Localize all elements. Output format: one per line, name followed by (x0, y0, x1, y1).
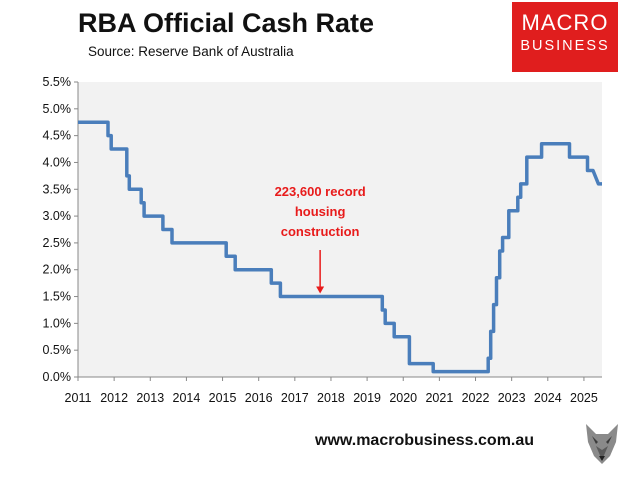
x-tick-label: 2023 (498, 391, 526, 405)
y-tick-label: 4.5% (43, 129, 72, 143)
y-tick-label: 3.5% (43, 182, 72, 196)
logo-line-business: BUSINESS (520, 38, 610, 54)
y-tick-label: 2.5% (43, 236, 72, 250)
wolf-logo-icon (582, 420, 622, 466)
annotation: 223,600 record housing construction (275, 184, 366, 294)
y-tick-label: 1.5% (43, 290, 72, 304)
annotation-text: 223,600 record (275, 184, 366, 199)
x-tick-label: 2018 (317, 391, 345, 405)
x-tick-label: 2011 (65, 391, 92, 405)
cash-rate-line (78, 120, 602, 374)
y-tick-label: 0.0% (43, 370, 72, 384)
y-tick-label: 5.5% (43, 75, 72, 89)
chart-title: RBA Official Cash Rate (78, 8, 375, 38)
x-tick-label: 2014 (173, 391, 201, 405)
y-tick-label: 3.0% (43, 209, 72, 223)
macro-business-logo: MACRO BUSINESS (512, 2, 618, 72)
y-tick-label: 5.0% (43, 102, 72, 116)
y-tick-label: 0.5% (43, 343, 72, 357)
x-tick-label: 2016 (245, 391, 273, 405)
x-tick-label: 2025 (570, 391, 598, 405)
logo-line-macro: MACRO (521, 10, 609, 35)
x-tick-label: 2019 (353, 391, 381, 405)
annotation-text: housing (295, 204, 346, 219)
annotation-text: construction (281, 224, 360, 239)
x-tick-label: 2021 (425, 391, 453, 405)
footer-url: www.macrobusiness.com.au (315, 432, 535, 449)
annotation-arrow-head (316, 286, 325, 294)
x-tick-label: 2020 (389, 391, 417, 405)
chart-source: Source: Reserve Bank of Australia (88, 44, 294, 59)
x-tick-label: 2022 (462, 391, 490, 405)
y-axis: 0.0% 0.5% 1.0% 1.5% 2.0% 2.5% 3.0% 3.5% 4.0% 4.5%… (43, 75, 78, 384)
y-tick-label: 4.0% (43, 155, 72, 169)
y-tick-label: 2.0% (43, 263, 72, 277)
x-tick-label: 2015 (209, 391, 237, 405)
x-tick-label: 2017 (281, 391, 309, 405)
y-tick-label: 1.0% (43, 316, 72, 330)
x-tick-label: 2013 (136, 391, 164, 405)
x-tick-label: 2024 (534, 391, 562, 405)
x-axis: 2011 2012 2013 2014 2015 2016 2017 2018 2019 2020… (65, 377, 598, 405)
x-tick-label: 2012 (100, 391, 128, 405)
